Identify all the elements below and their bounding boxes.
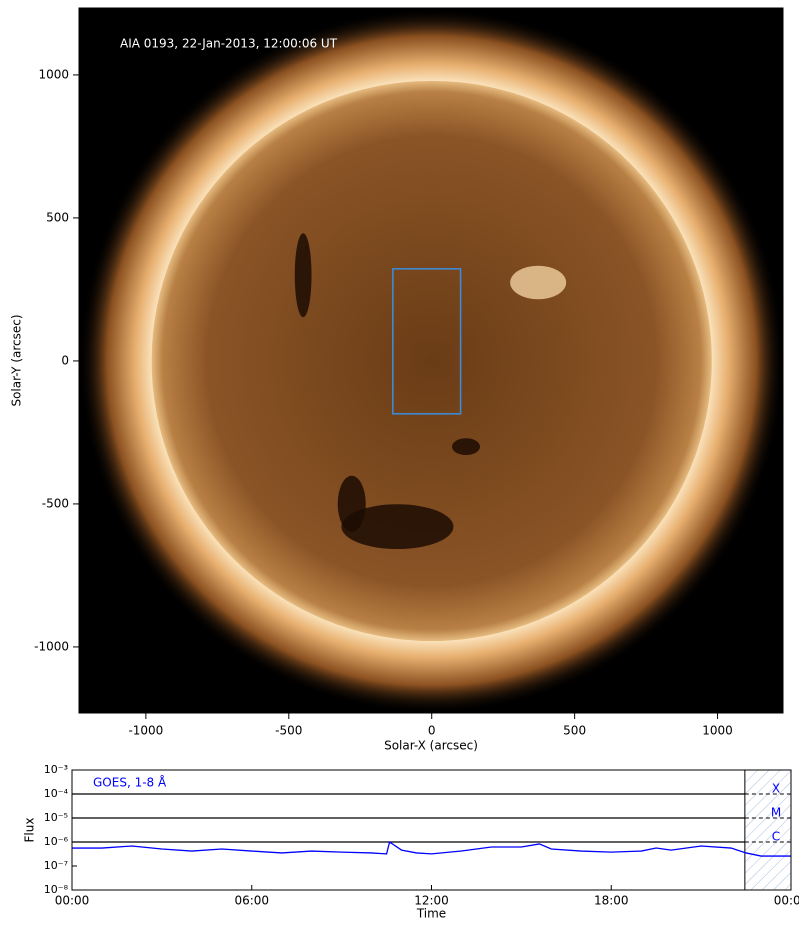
x-axis-label: Time — [416, 907, 446, 921]
legend-label: GOES, 1-8 Å — [93, 775, 167, 790]
coronal-hole — [294, 233, 312, 318]
flux-line — [72, 840, 791, 857]
x-tick-label: 00:00 — [55, 894, 90, 908]
shaded-region — [744, 770, 791, 890]
annotation: AIA 0193, 22-Jan-2013, 12:00:06 UT — [120, 37, 338, 51]
x-tick-label: 12:00 — [414, 894, 449, 908]
y-tick-label: 10⁻⁵ — [44, 811, 68, 824]
class-label: M — [771, 806, 781, 820]
x-tick-label: 1000 — [702, 724, 733, 738]
solar-disk — [151, 80, 712, 642]
y-tick-label: 10⁻⁷ — [44, 859, 68, 872]
active-region — [510, 265, 567, 300]
y-tick-label: 0 — [61, 353, 69, 367]
x-axis-label: Solar-X (arcsec) — [384, 739, 478, 753]
x-tick-label: 18:00 — [594, 894, 629, 908]
y-axis-label: Solar-Y (arcsec) — [10, 314, 24, 406]
y-axis-label: Flux — [23, 818, 37, 843]
image-area — [79, 8, 783, 713]
x-tick-label: -1000 — [128, 724, 163, 738]
x-tick-label: 06:00 — [234, 894, 269, 908]
y-tick-label: 10⁻³ — [44, 763, 68, 776]
x-tick-label: 0 — [428, 724, 436, 738]
x-tick-label: -500 — [275, 724, 302, 738]
region-box — [392, 268, 462, 415]
y-tick-label: 10⁻⁸ — [44, 883, 69, 896]
class-label: X — [772, 782, 780, 796]
y-tick-label: 10⁻⁶ — [44, 835, 69, 848]
x-tick-label: 00:00 — [774, 894, 799, 908]
x-tick-label: 500 — [563, 724, 586, 738]
coronal-hole — [341, 504, 454, 550]
plot-frame — [71, 769, 792, 891]
y-tick-label: 1000 — [38, 67, 69, 81]
coronal-hole — [451, 438, 481, 456]
solar-image-panel: -1000 -500 0 500 1000 -1000 -500 0 500 1000 AIA 01… — [10, 7, 784, 753]
y-tick-label: 10⁻⁴ — [44, 787, 69, 800]
class-label: C — [772, 830, 780, 844]
y-tick-label: -500 — [42, 496, 69, 510]
y-tick-label: 500 — [46, 210, 69, 224]
coronal-hole — [337, 475, 366, 532]
y-tick-label: -1000 — [34, 639, 69, 653]
